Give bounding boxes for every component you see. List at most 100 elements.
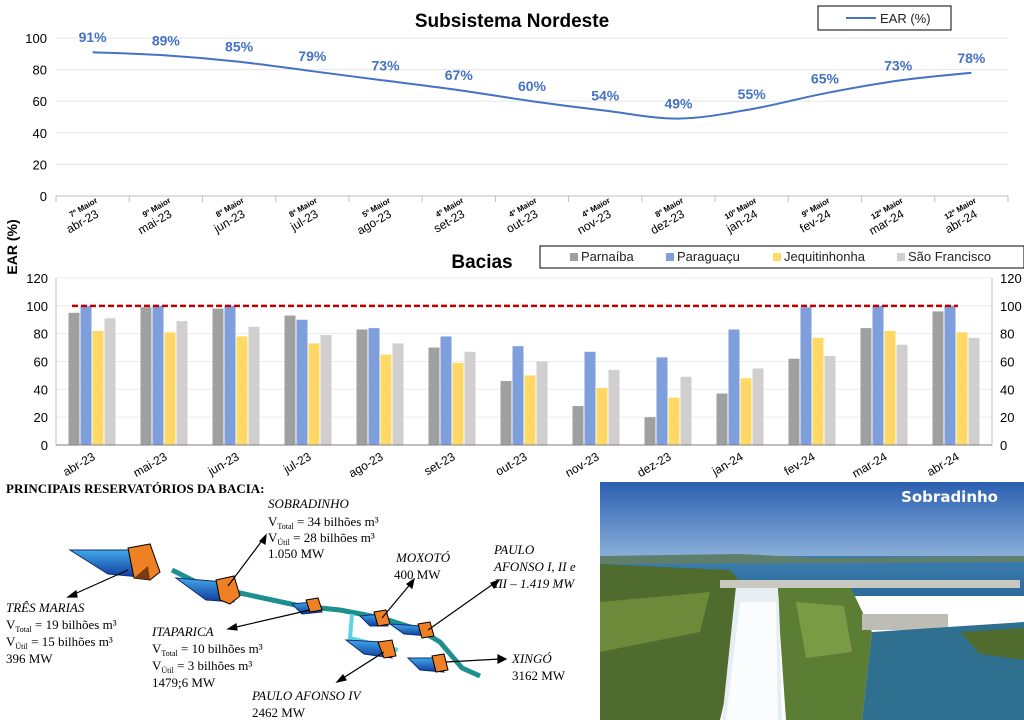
bar-jequitinhonha-set-23	[452, 362, 464, 445]
line-y-tick: 40	[33, 126, 47, 141]
moxoto-power: 400 MW	[394, 567, 441, 582]
bar-x-tick: out-23	[493, 449, 530, 478]
bar-parna-ba-jul-23	[284, 315, 296, 445]
tres-marias-power: 396 MW	[6, 651, 53, 666]
bar-jequitinhonha-mar-24	[884, 330, 896, 445]
bar-jequitinhonha-fev-24	[812, 337, 824, 445]
legend-swatch-sao-francisco	[897, 253, 905, 261]
line-data-label: 79%	[298, 48, 327, 64]
label-paulo-afonso-1: PAULO	[493, 542, 535, 557]
bar-s-o-francisco-fev-24	[824, 355, 836, 445]
sobradinho-photo: Sobradinho	[600, 482, 1024, 720]
bar-jequitinhonha-out-23	[524, 375, 536, 445]
line-y-tick: 0	[40, 189, 47, 204]
legend-label-paraguacu: Paraguaçu	[677, 249, 740, 264]
bar-x-tick: jan-24	[709, 449, 746, 478]
line-data-label: 55%	[738, 86, 767, 102]
bar-s-o-francisco-dez-23	[680, 376, 692, 445]
bar-parna-ba-fev-24	[788, 358, 800, 445]
bar-x-tick: dez-23	[635, 449, 674, 480]
sobradinho-vtotal: VTotal = 34 bilhões m³	[268, 514, 379, 531]
line-data-label: 49%	[664, 96, 693, 112]
tres-marias-vutil: VÚtil = 15 bilhões m³	[6, 634, 113, 651]
dam-itaparica-icon	[305, 597, 323, 613]
bar-paragua-u-mai-23	[152, 305, 164, 445]
line-data-label: 60%	[518, 78, 547, 94]
paulo-afonso-iv-power: 2462 MW	[252, 705, 306, 720]
bar-jequitinhonha-abr-23	[92, 330, 104, 445]
line-data-label: 65%	[811, 70, 840, 86]
bar-jequitinhonha-jan-24	[740, 378, 752, 445]
bar-parna-ba-abr-24	[932, 311, 944, 445]
bar-s-o-francisco-jan-24	[752, 368, 764, 445]
bar-s-o-francisco-mai-23	[176, 321, 188, 445]
bar-parna-ba-jan-24	[716, 393, 728, 445]
label-paulo-afonso-3: III – 1.419 MW	[493, 576, 575, 591]
bar-paragua-u-out-23	[512, 346, 524, 445]
line-data-label: 73%	[884, 58, 913, 74]
photo-dam-wall	[720, 580, 1020, 588]
line-y-tick: 100	[25, 31, 47, 46]
bar-y-tick-right: 100	[1000, 299, 1022, 314]
itaparica-vutil: VÚtil = 3 bilhões m³	[152, 658, 252, 675]
tres-marias-vtotal: VTotal = 19 bilhões m³	[6, 617, 117, 634]
line-data-label: 89%	[152, 32, 181, 48]
legend-label-sao-francisco: São Francisco	[908, 249, 991, 264]
legend-label-ear: EAR (%)	[880, 11, 931, 26]
bar-x-tick: fev-24	[782, 449, 818, 478]
line-data-label: 73%	[372, 58, 401, 74]
ear-line-series	[92, 51, 972, 120]
bar-y-tick-left: 120	[26, 271, 48, 286]
bar-jequitinhonha-jun-23	[236, 336, 248, 445]
bar-paragua-u-abr-23	[80, 305, 92, 445]
bar-chart-bars	[68, 305, 980, 445]
bar-paragua-u-fev-24	[800, 307, 812, 445]
bar-parna-ba-set-23	[428, 347, 440, 445]
xingo-power: 3162 MW	[512, 668, 566, 683]
line-data-label: 78%	[957, 50, 986, 66]
bar-parna-ba-mar-24	[860, 328, 872, 445]
bar-parna-ba-mai-23	[140, 307, 152, 445]
photo-title: Sobradinho	[901, 488, 998, 506]
line-data-label: 67%	[445, 67, 474, 83]
label-sobradinho: SOBRADINHO	[268, 496, 349, 511]
bar-parna-ba-abr-23	[68, 312, 80, 445]
label-moxoto: MOXOTÓ	[395, 550, 451, 565]
dam-paulo-afonso-icon	[417, 621, 435, 639]
line-chart-title: Subsistema Nordeste	[415, 11, 609, 32]
dam-sobradinho-icon	[215, 575, 241, 605]
bar-y-tick-left: 100	[26, 299, 48, 314]
bacias-bar-chart: Bacias Parnaíba Paraguaçu Jequitinhonha …	[26, 245, 1024, 480]
line-data-label: 54%	[591, 88, 620, 104]
bar-y-tick-left: 80	[34, 327, 48, 342]
bar-s-o-francisco-ago-23	[392, 343, 404, 445]
bar-s-o-francisco-jul-23	[320, 335, 332, 445]
bar-s-o-francisco-abr-23	[104, 318, 116, 445]
itaparica-vtotal: VTotal = 10 bilhões m³	[152, 641, 263, 658]
bar-paragua-u-jan-24	[728, 329, 740, 445]
legend-label-parnaiba: Parnaíba	[581, 249, 635, 264]
bar-paragua-u-ago-23	[368, 328, 380, 445]
line-chart-data-labels: 91% 89% 85% 79% 73% 67% 60% 54% 49% 55% 65% 73% 78%	[79, 29, 986, 111]
label-paulo-afonso-iv: PAULO AFONSO IV	[251, 688, 363, 703]
bar-parna-ba-jun-23	[212, 308, 224, 445]
bar-parna-ba-dez-23	[644, 417, 656, 445]
label-tres-marias: TRÊS MARIAS	[6, 600, 85, 615]
label-itaparica: ITAPARICA	[151, 624, 214, 639]
bar-paragua-u-nov-23	[584, 351, 596, 445]
bar-jequitinhonha-nov-23	[596, 387, 608, 445]
bar-x-tick: abr-23	[60, 449, 97, 479]
line-y-tick: 60	[33, 94, 47, 109]
bar-paragua-u-dez-23	[656, 357, 668, 445]
bar-paragua-u-jun-23	[224, 305, 236, 445]
bar-parna-ba-out-23	[500, 380, 512, 445]
